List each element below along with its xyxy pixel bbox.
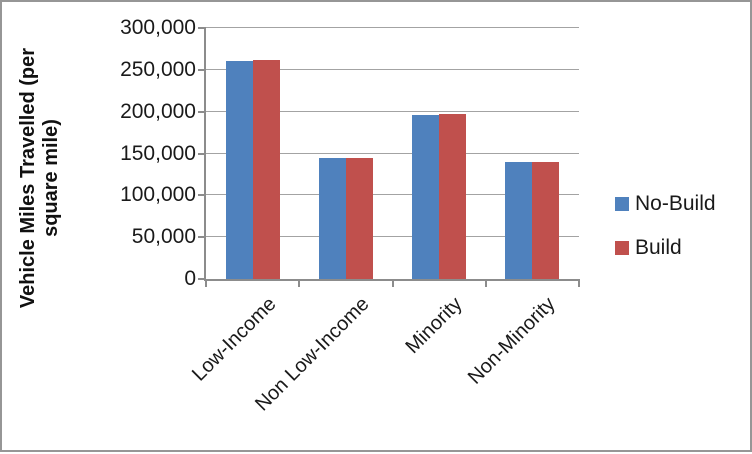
y-tick-label: 250,000: [120, 57, 196, 81]
bar-build-minority: [439, 114, 467, 279]
legend-marker-no-build: [615, 197, 629, 211]
x-axis-tick: [578, 279, 580, 287]
y-axis-tick: [198, 236, 206, 239]
legend-entry-build: Build: [615, 236, 716, 260]
legend-label-no-build: No-Build: [635, 192, 716, 215]
gridline: [206, 236, 579, 238]
y-axis-tick: [198, 278, 206, 280]
x-axis-tick: [484, 279, 487, 287]
bar-no-build-minority: [412, 115, 440, 279]
x-category-label: Minority: [401, 293, 467, 359]
x-axis-tick: [298, 279, 301, 287]
legend-marker-build: [615, 241, 629, 255]
y-axis-tick: [198, 110, 206, 113]
legend-label-build: Build: [635, 236, 682, 259]
y-axis-tick: [198, 27, 206, 29]
y-axis-tick: [198, 68, 206, 71]
x-category-label: Non Low-Income: [250, 293, 374, 416]
bar-no-build-non-low-income: [318, 157, 346, 279]
gridline: [206, 152, 579, 154]
legend: No-Build Build: [615, 192, 716, 280]
gridline: [206, 194, 579, 196]
y-tick-label: 200,000: [120, 99, 196, 123]
y-tick-label: 100,000: [120, 183, 196, 207]
y-axis-tick: [198, 194, 206, 197]
y-tick-label: 150,000: [120, 141, 196, 165]
legend-entry-no-build: No-Build: [615, 192, 716, 216]
x-axis-tick: [391, 279, 394, 287]
gridline: [206, 110, 579, 112]
bar-build-non-minority: [532, 161, 560, 279]
gridline: [206, 27, 579, 28]
y-axis-tick: [198, 152, 206, 155]
bar-build-non-low-income: [345, 158, 373, 279]
y-axis-tick-labels: 300,000 250,000 200,000 150,000 100,000 50,00…: [2, 17, 196, 290]
y-tick-label: 0: [184, 267, 196, 290]
x-axis-tick: [205, 279, 207, 287]
plot-area: [198, 27, 580, 287]
bar-build-low-income: [252, 59, 280, 279]
x-category-label: Non-Minority: [464, 293, 560, 389]
gridline: [206, 68, 579, 70]
bar-no-build-low-income: [225, 60, 253, 279]
y-tick-label: 50,000: [131, 225, 196, 249]
x-category-label: Low-Income: [187, 293, 281, 386]
bar-no-build-non-minority: [505, 161, 533, 279]
y-tick-label: 300,000: [120, 16, 196, 39]
